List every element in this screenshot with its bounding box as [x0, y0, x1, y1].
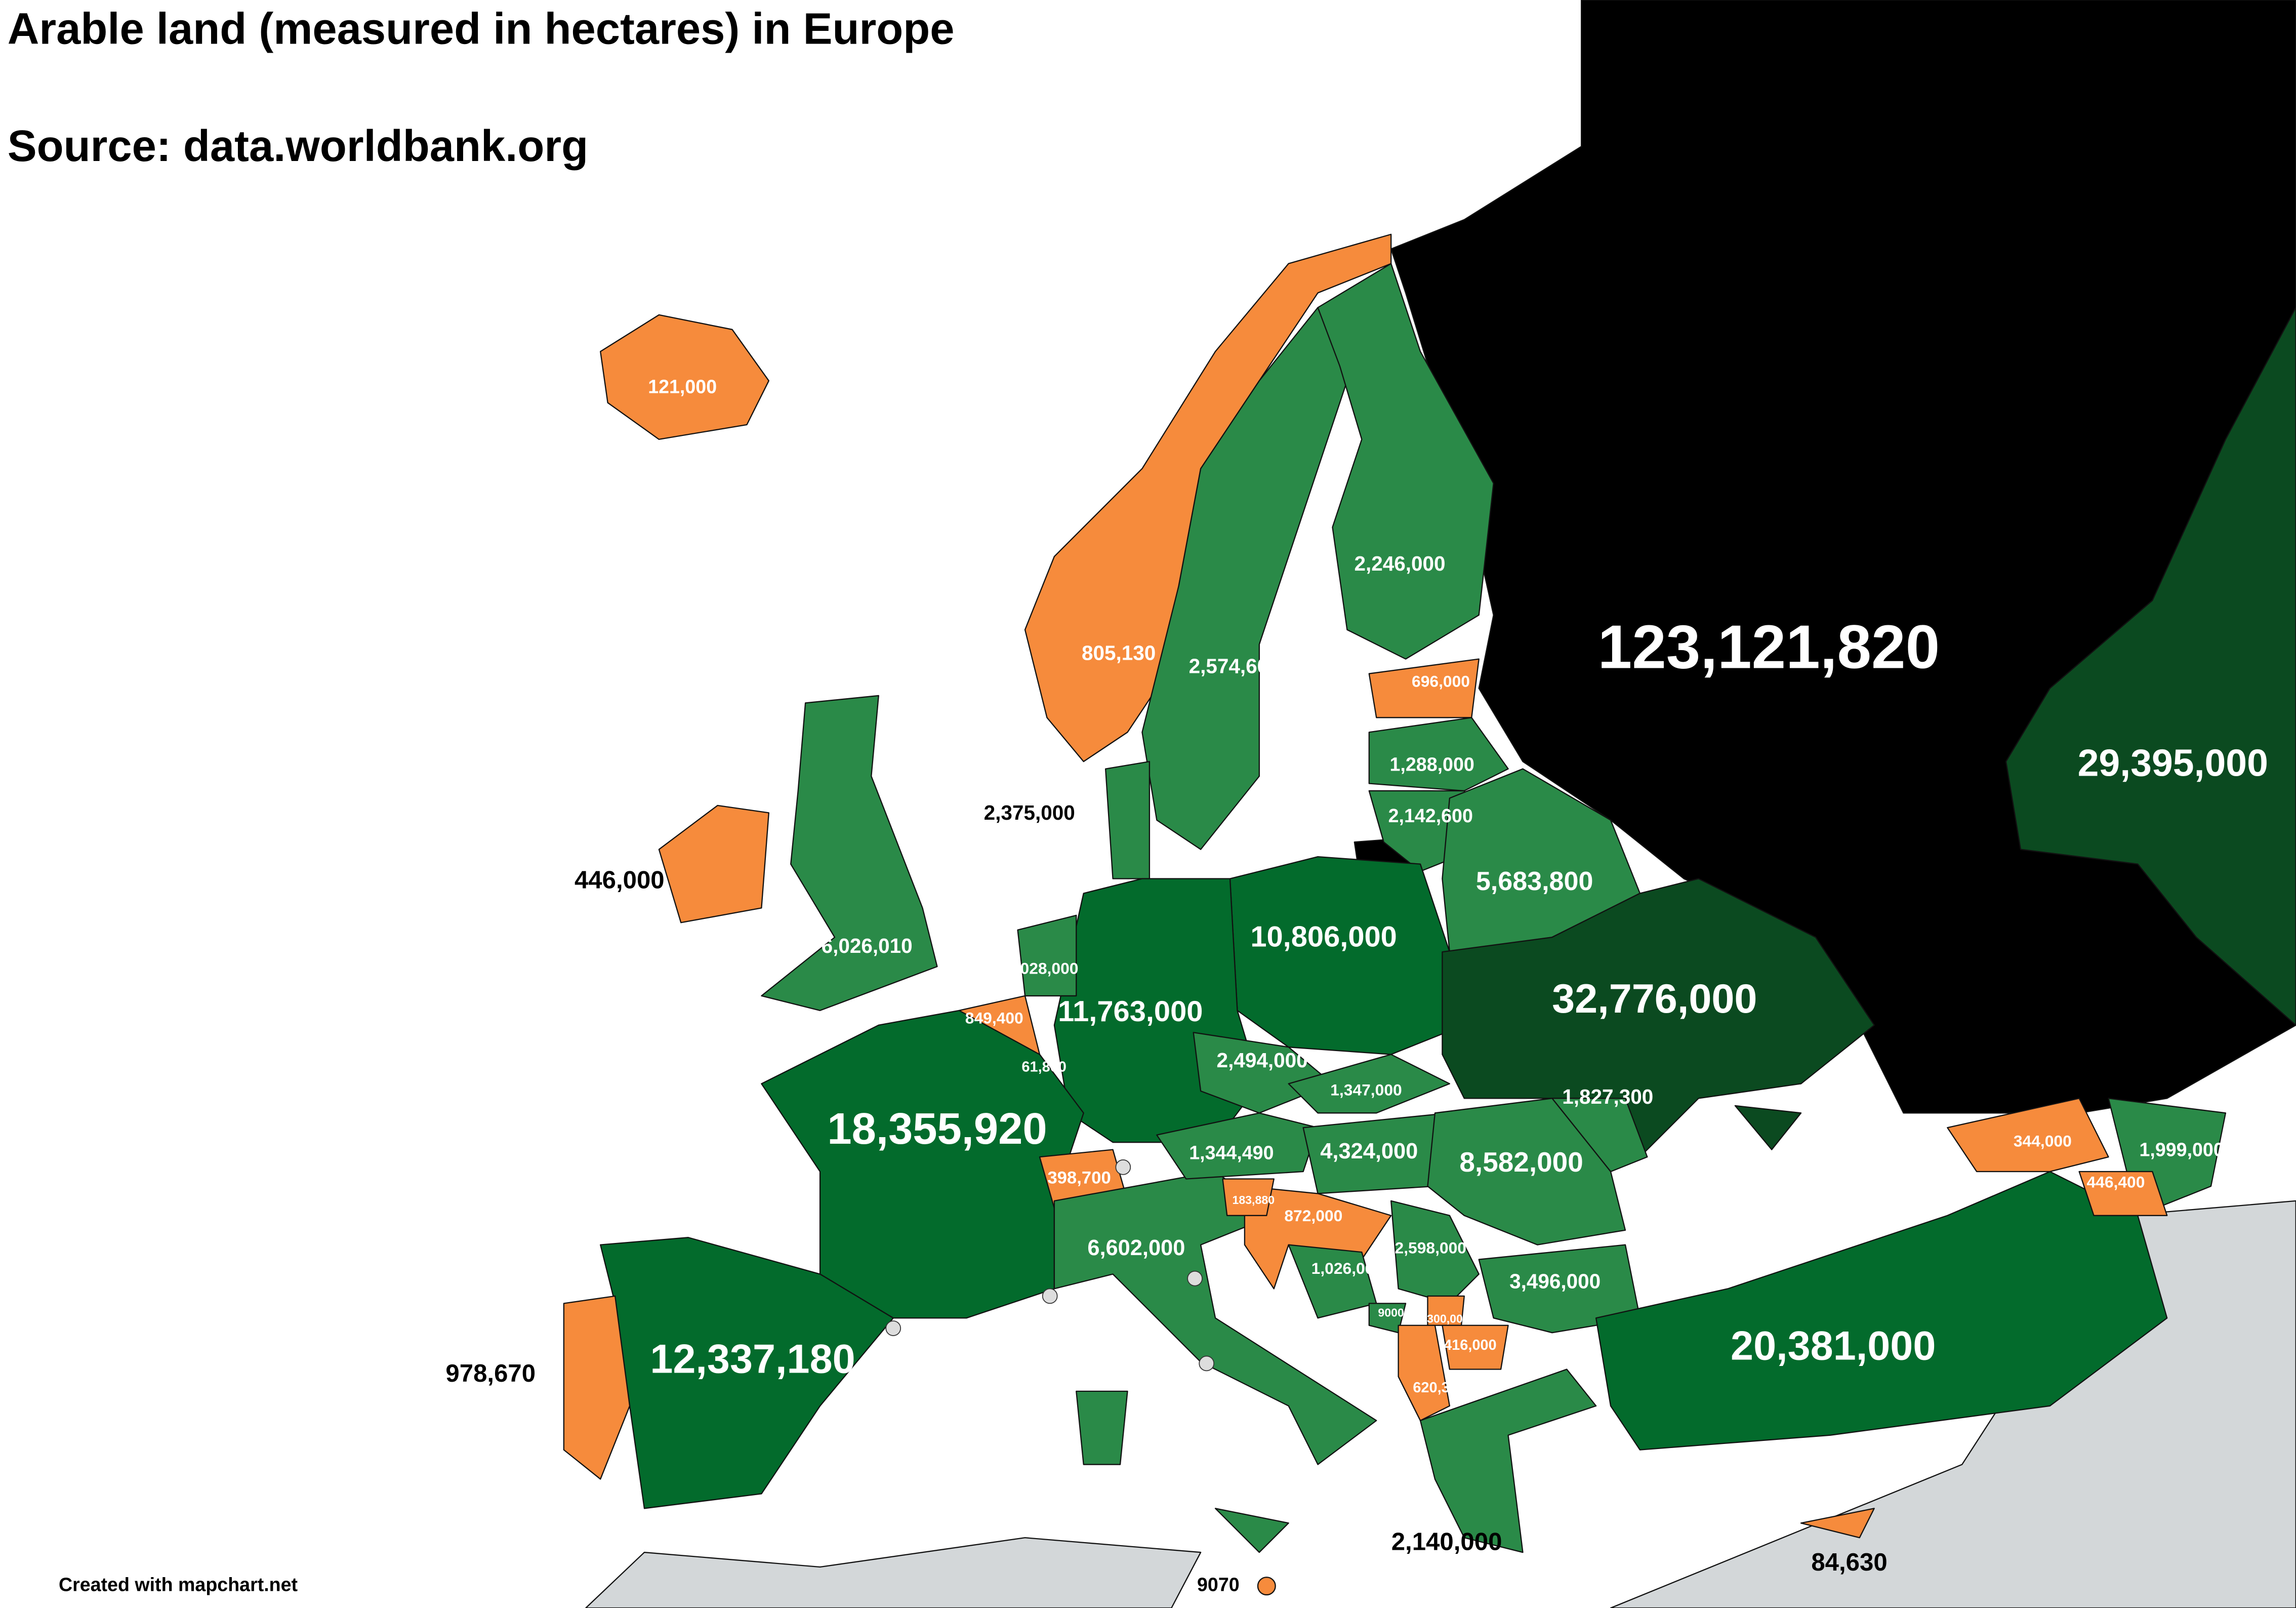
greece: [1419, 1369, 1597, 1553]
value-label: 5,683,800: [1476, 867, 1593, 896]
ukraine: [1442, 878, 1875, 1158]
value-label: 3,496,000: [1509, 1270, 1601, 1293]
value-label: 11,763,000: [1058, 995, 1203, 1028]
value-label: 1,344,490: [1189, 1142, 1274, 1163]
value-label: 1,026,000: [1311, 1259, 1383, 1277]
norway: [1024, 233, 1392, 762]
slovakia: [1288, 1054, 1451, 1114]
value-label: 6,026,010: [822, 934, 913, 957]
georgia: [1947, 1098, 2109, 1173]
value-label: 446,400: [2086, 1173, 2145, 1191]
value-label: 8,582,000: [1459, 1146, 1583, 1178]
value-label: 20,381,000: [1731, 1323, 1936, 1369]
value-label: 1,347,000: [1330, 1080, 1402, 1099]
cyprus: [1800, 1508, 1875, 1539]
portugal: [563, 1295, 631, 1480]
value-label: 872,000: [1284, 1207, 1342, 1225]
malta: [1257, 1577, 1276, 1596]
value-label: 18,355,920: [827, 1104, 1047, 1153]
bulgaria: [1478, 1244, 1641, 1334]
finland: [1317, 263, 1494, 660]
value-label: 344,000: [2014, 1132, 2072, 1150]
kazakhstan: [2005, 307, 2296, 1026]
microstate-dot: [1199, 1355, 1215, 1372]
north-macedonia: [1442, 1324, 1509, 1370]
romania: [1427, 1098, 1626, 1245]
value-label: 32,776,000: [1552, 976, 1757, 1022]
africa: [585, 1537, 1202, 1608]
value-label: 10,806,000: [1250, 920, 1397, 953]
value-label: 2,598,000: [1395, 1239, 1466, 1257]
value-label: 121,000: [648, 376, 717, 397]
value-label: 696,000: [1412, 672, 1470, 690]
value-label: 29,395,000: [2078, 742, 2268, 784]
value-label: 300,000: [1427, 1312, 1469, 1325]
uk: [761, 695, 938, 1012]
credit: Created with mapchart.net: [59, 1574, 298, 1595]
value-label: 2,494,000: [1217, 1049, 1308, 1072]
value-label: 2,574,600: [1189, 655, 1280, 678]
value-label: 805,130: [1082, 641, 1156, 665]
microstate-dot: [885, 1320, 901, 1336]
albania: [1398, 1324, 1451, 1421]
latvia: [1368, 717, 1509, 792]
value-label: 9000: [1378, 1306, 1404, 1319]
title: Arable land (measured in hectares) in Eu…: [8, 5, 955, 54]
serbia: [1390, 1200, 1480, 1304]
value-label: 416,000: [1444, 1337, 1497, 1353]
netherlands: [1017, 914, 1077, 997]
value-label: 620,300: [1413, 1380, 1466, 1396]
ireland: [658, 805, 769, 923]
value-label: 398,700: [1047, 1169, 1111, 1188]
crimea: [1734, 1105, 1802, 1150]
value-label: 4,324,000: [1320, 1139, 1418, 1163]
value-label: 9070: [1197, 1574, 1240, 1595]
value-label: 2,246,000: [1354, 552, 1445, 575]
slovenia: [1222, 1178, 1275, 1216]
land-shapes: [563, 0, 2296, 1608]
value-label: 84,630: [1811, 1548, 1887, 1576]
bosnia: [1288, 1244, 1377, 1319]
value-label: 6,602,000: [1087, 1236, 1185, 1260]
value-label: 2,142,600: [1388, 805, 1473, 826]
value-label: 446,000: [575, 866, 665, 894]
value-label: 1,999,000: [2140, 1139, 2224, 1160]
value-label: 2,140,000: [1391, 1528, 1502, 1556]
armenia: [2078, 1171, 2168, 1216]
value-label: 1,028,000: [1007, 959, 1078, 977]
value-label: 1,827,300: [1562, 1085, 1653, 1108]
poland: [1229, 856, 1465, 1055]
value-label: 978,670: [445, 1359, 536, 1387]
microstate-dot: [1115, 1159, 1131, 1175]
microstate-dot: [1042, 1288, 1058, 1304]
value-label: 849,400: [965, 1009, 1023, 1027]
sardinia: [1076, 1390, 1128, 1465]
value-labels: 121,000 805,130 2,574,600 2,246,000 123,121,…: [445, 376, 2268, 1595]
denmark: [1104, 760, 1151, 879]
value-label: 61,860: [1021, 1059, 1066, 1075]
value-label: 1,288,000: [1390, 754, 1474, 775]
value-label: 123,121,820: [1598, 612, 1940, 681]
value-label: 12,337,180: [650, 1336, 855, 1382]
microstate-dot: [1187, 1270, 1203, 1287]
turkey: [1595, 1171, 2168, 1451]
value-label: 2,375,000: [984, 801, 1075, 824]
sweden: [1141, 307, 1348, 850]
iceland: [600, 314, 769, 440]
value-label: 183,880: [1232, 1193, 1275, 1207]
sicily: [1214, 1508, 1289, 1553]
source: Source: data.worldbank.org: [8, 122, 588, 171]
